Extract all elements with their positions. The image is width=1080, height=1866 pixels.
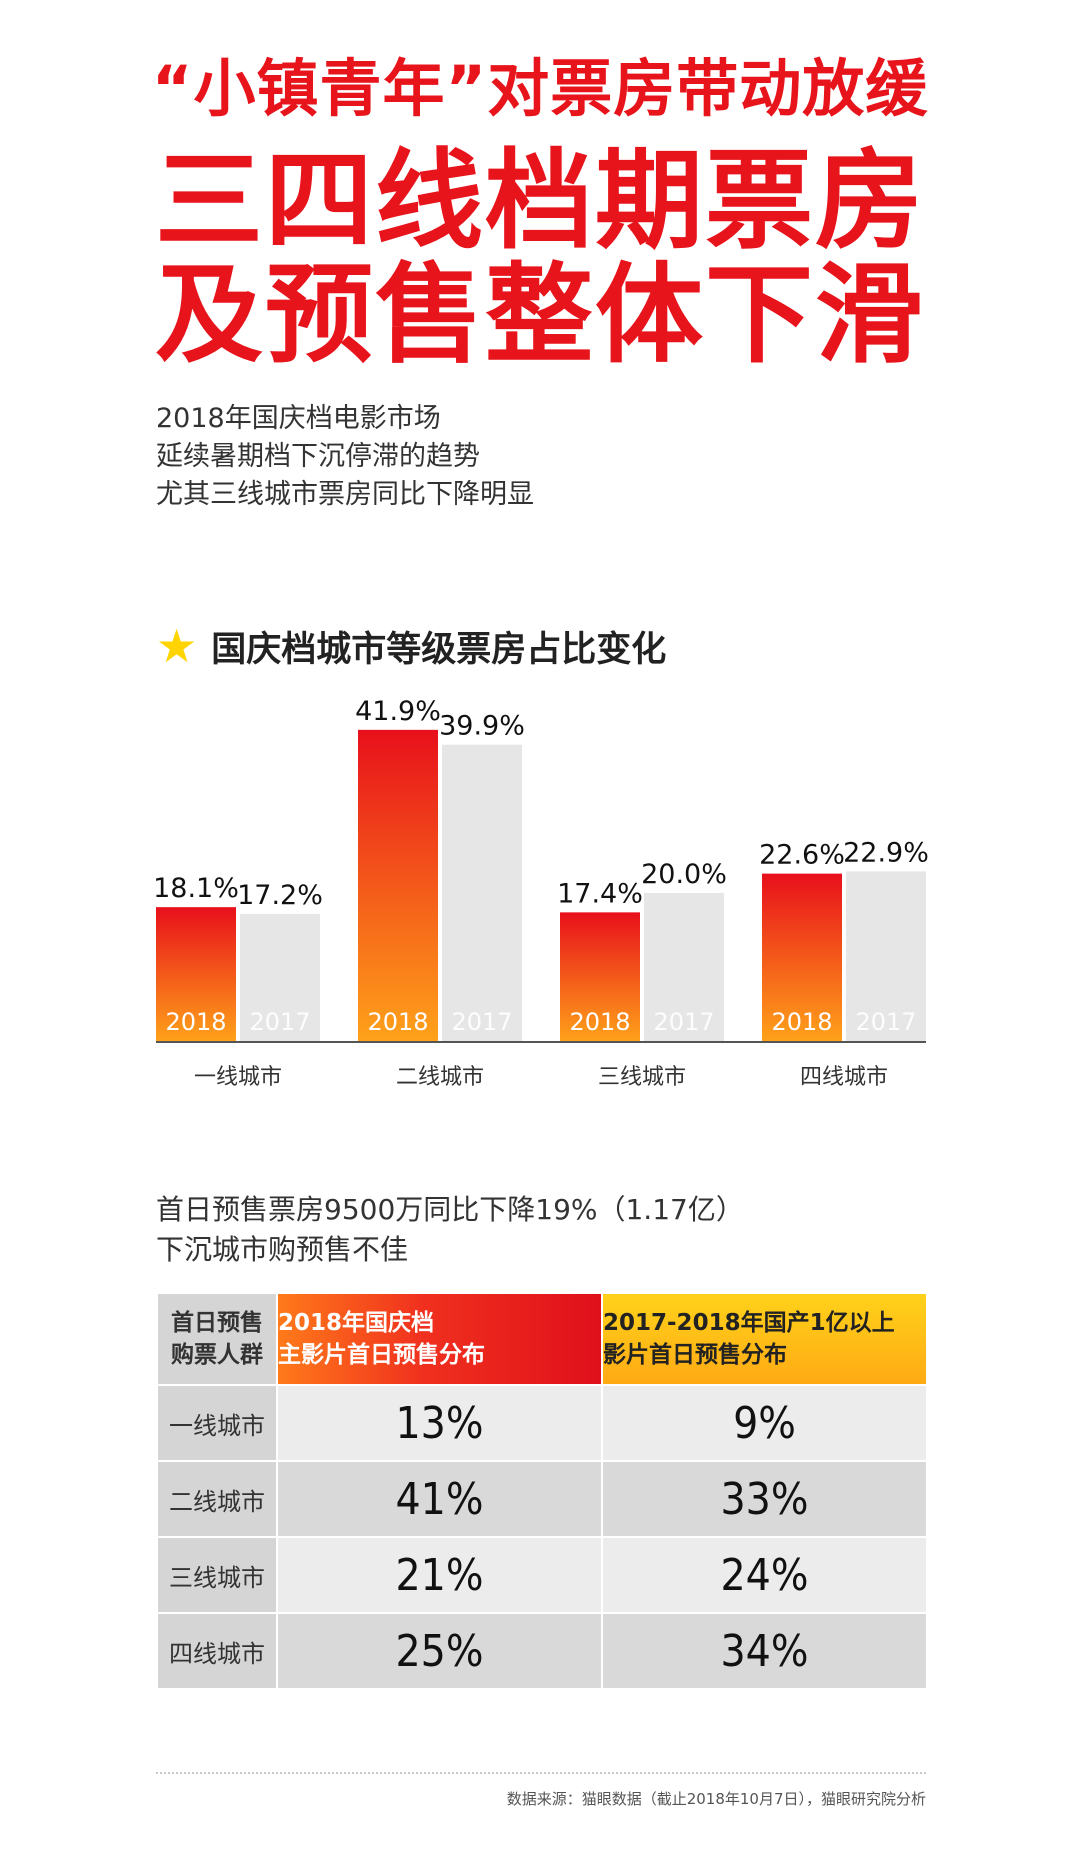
bar-2017 <box>644 893 724 1042</box>
title-line-2: 三四线档期票房 <box>154 139 925 264</box>
bar-2017 <box>240 913 320 1042</box>
table-header-2017-2018: 2017-2018年国产1亿以上 影片首日预售分布 <box>601 1292 928 1386</box>
table-header-group: 首日预售 购票人群 <box>156 1292 278 1386</box>
bar-series-label: 2017 <box>653 1008 714 1036</box>
header-text: 2017-2018年国产1亿以上 <box>603 1310 895 1336</box>
footer-divider <box>156 1772 926 1774</box>
bar-2018 <box>762 873 842 1042</box>
data-label: 22.6% <box>759 840 845 871</box>
table-header-2018: 2018年国庆档 主影片首日预售分布 <box>276 1292 603 1386</box>
bar-series-label: 2017 <box>855 1008 916 1036</box>
table-header-row: 首日预售 购票人群 2018年国庆档 主影片首日预售分布 2017-2018年国… <box>156 1292 928 1386</box>
cell-2017-2018: 24% <box>601 1536 928 1614</box>
cell-2018: 13% <box>276 1384 603 1462</box>
intro-line: 2018年国庆档电影市场 <box>156 403 441 434</box>
table-row: 三线城市 21% 24% <box>156 1536 928 1614</box>
row-label: 二线城市 <box>156 1460 278 1538</box>
bar-2018 <box>560 912 640 1042</box>
data-source: 数据来源：猫眼数据（截止2018年10月7日），猫眼研究院分析 <box>506 1790 926 1808</box>
bar-2017 <box>846 871 926 1042</box>
table-row: 四线城市 25% 34% <box>156 1612 928 1690</box>
chart-section-title: ★ 国庆档城市等级票房占比变化 <box>156 620 666 672</box>
intro-text: 2018年国庆档电影市场 延续暑期档下沉停滞的趋势 尤其三线城市票房同比下降明显 <box>156 400 534 514</box>
table-row: 二线城市 41% 33% <box>156 1460 928 1538</box>
cell-2018: 41% <box>276 1460 603 1538</box>
header-text: 2018年国庆档 <box>278 1310 435 1336</box>
cell-2017-2018: 33% <box>601 1460 928 1538</box>
data-label: 18.1% <box>153 873 239 904</box>
header-text: 主影片首日预售分布 <box>278 1342 485 1368</box>
bar-series-label: 2017 <box>249 1008 310 1036</box>
cell-2018: 21% <box>276 1536 603 1614</box>
bar-series-label: 2018 <box>165 1008 226 1036</box>
star-icon: ★ <box>156 619 198 673</box>
cell-2018: 25% <box>276 1612 603 1690</box>
category-label: 一线城市 <box>194 1065 282 1090</box>
bar-series-label: 2018 <box>367 1008 428 1036</box>
cell-2017-2018: 9% <box>601 1384 928 1462</box>
title-line-1: “小镇青年”对票房带动放缓 <box>151 52 929 125</box>
header-text: 影片首日预售分布 <box>603 1342 787 1368</box>
row-label: 一线城市 <box>156 1384 278 1462</box>
intro-line: 尤其三线城市票房同比下降明显 <box>156 479 534 510</box>
presale-line: 首日预售票房9500万同比下降19%（1.17亿） <box>156 1193 744 1226</box>
intro-line: 延续暑期档下沉停滞的趋势 <box>156 441 480 472</box>
header-text: 购票人群 <box>171 1342 263 1368</box>
table-row: 一线城市 13% 9% <box>156 1384 928 1462</box>
title-line-3: 及预售整体下滑 <box>154 253 925 378</box>
data-label: 20.0% <box>641 859 727 890</box>
data-label: 17.4% <box>557 878 643 909</box>
category-label: 三线城市 <box>598 1065 686 1090</box>
bar-series-label: 2018 <box>569 1008 630 1036</box>
row-label: 四线城市 <box>156 1612 278 1690</box>
presale-text: 首日预售票房9500万同比下降19%（1.17亿） 下沉城市购预售不佳 <box>156 1190 744 1270</box>
header-text: 首日预售 <box>171 1310 263 1336</box>
bar-chart: 2018 18.1% 2017 17.2% 一线城市 2018 41.9% 2017 39.9%… <box>153 696 929 1090</box>
category-label: 二线城市 <box>396 1065 484 1090</box>
bar-2017 <box>442 744 522 1042</box>
data-label: 39.9% <box>439 711 525 742</box>
presale-distribution-table: 首日预售 购票人群 2018年国庆档 主影片首日预售分布 2017-2018年国… <box>156 1292 928 1690</box>
data-label: 22.9% <box>843 837 929 868</box>
data-label: 41.9% <box>355 696 441 727</box>
bar-series-label: 2017 <box>451 1008 512 1036</box>
row-label: 三线城市 <box>156 1536 278 1614</box>
bar-2018 <box>156 907 236 1042</box>
chart-title: 国庆档城市等级票房占比变化 <box>211 629 667 670</box>
data-label: 17.2% <box>237 880 323 911</box>
category-label: 四线城市 <box>800 1065 888 1090</box>
cell-2017-2018: 34% <box>601 1612 928 1690</box>
bar-2018 <box>358 729 438 1042</box>
presale-line: 下沉城市购预售不佳 <box>156 1233 409 1266</box>
bar-series-label: 2018 <box>771 1008 832 1036</box>
